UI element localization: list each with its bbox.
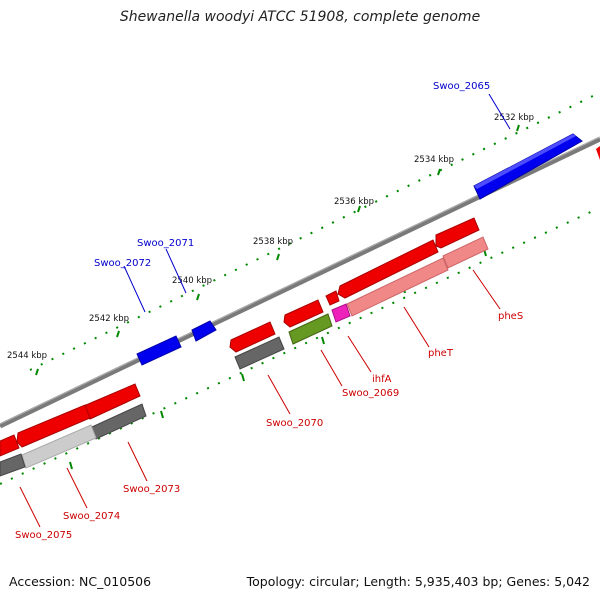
major-tick-2534 [437,168,441,176]
forward-genes [136,133,600,366]
gene-swoo-2074-cds[interactable] [21,424,97,469]
label-swoo-2075[interactable]: Swoo_2075 [15,530,72,541]
gene-swoo-2075[interactable] [0,434,20,457]
gene-swoo-2071[interactable] [191,320,217,342]
leader-swoo-2074 [66,467,88,509]
gene-phet-cds[interactable] [346,257,449,317]
label-swoo-2071[interactable]: Swoo_2071 [137,238,194,249]
map-title: Shewanella woodyi ATCC 51908, complete g… [119,9,481,25]
inner-tick-track [0,209,596,485]
label-swoo-2072[interactable]: Swoo_2072 [94,258,151,269]
gene-phet[interactable] [337,239,439,299]
kbp-label-2534: 2534 kbp [414,155,454,165]
leader-swoo-2065 [488,93,511,130]
gene-swoo-2065[interactable] [473,133,583,200]
gene-swoo-2069-cds[interactable] [288,313,333,345]
reverse-genes-lower [0,236,489,477]
gene-swoo-2070[interactable] [229,321,276,353]
leader-swoo-2071 [165,248,187,294]
forward-leaders [123,93,511,313]
inner-minor-ticks [0,209,596,485]
gene-ihfa[interactable] [325,290,340,306]
leader-phes [472,269,501,310]
kbp-label-2538: 2538 kbp [253,237,293,247]
kbp-label-2532: 2532 kbp [494,113,534,123]
label-swoo-2074[interactable]: Swoo_2074 [63,511,120,522]
label-phet[interactable]: pheT [428,348,454,359]
major-tick-2544 [35,368,39,376]
kbp-label-2536: 2536 kbp [334,197,374,207]
major-tick-2532 [516,124,520,132]
gene-ihfa-cds[interactable] [331,303,351,323]
leader-swoo-2069 [320,349,343,387]
leader-swoo-2075 [19,486,41,528]
inner-major-tick-6 [69,461,73,470]
gene-swoo-2072[interactable] [136,335,182,366]
leader-swoo-2070 [267,374,291,415]
major-tick-2542 [116,330,120,338]
major-tick-2540 [196,293,200,301]
label-swoo-2070[interactable]: Swoo_2070 [266,418,323,429]
leader-phet [403,306,430,348]
label-swoo-2073[interactable]: Swoo_2073 [123,484,180,495]
inner-major-tick-3 [321,336,325,345]
major-ticks [35,124,520,376]
label-swoo-2069[interactable]: Swoo_2069 [342,388,399,399]
kbp-label-2544: 2544 kbp [7,351,47,361]
leader-ihfa [347,335,372,373]
leader-swoo-2073 [127,441,148,482]
inner-major-tick-4 [241,373,245,382]
gene-swoo-2070-cds[interactable] [234,336,285,370]
inner-major-tick-5 [160,410,164,419]
gene-swoo-2074[interactable] [16,404,91,448]
label-swoo-2065[interactable]: Swoo_2065 [433,81,490,92]
kbp-label-2540: 2540 kbp [172,276,212,286]
label-phes[interactable]: pheS [498,311,523,322]
gene-swoo-2065-highlight [474,134,576,189]
gene-phes[interactable] [435,217,480,249]
gene-swoo-2075-cds[interactable] [0,453,26,477]
kbp-label-2542: 2542 kbp [89,314,129,324]
label-ihfa[interactable]: ihfA [372,374,392,385]
major-tick-2536 [357,205,361,213]
major-tick-2538 [276,253,280,261]
gene-phes-cds[interactable] [442,236,489,269]
reverse-leaders [19,269,501,528]
gene-swoo-2069[interactable] [283,299,324,328]
accession-text: Accession: NC_010506 [9,574,152,589]
gene-edge-fragment[interactable] [596,146,600,160]
topology-summary: Topology: circular; Length: 5,935,403 bp… [246,574,590,589]
reverse-genes-upper [0,217,480,457]
leader-swoo-2072 [123,265,146,313]
